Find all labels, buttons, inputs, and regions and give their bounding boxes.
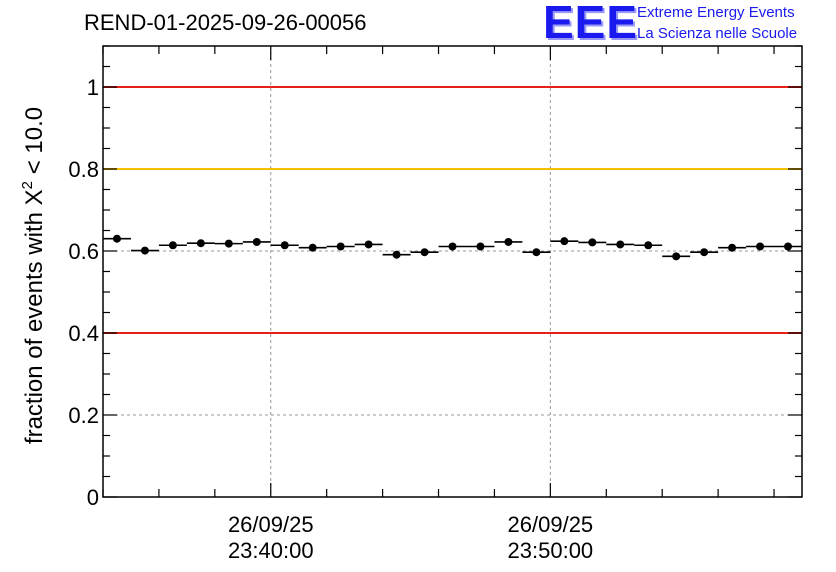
data-point-marker xyxy=(420,248,429,257)
y-axis-label-tail: < 10.0 xyxy=(21,107,48,181)
logo-subtitle-line2: La Scienza nelle Scuole xyxy=(637,25,798,42)
data-point xyxy=(214,239,243,248)
chart-title: REND-01-2025-09-26-00056 xyxy=(84,10,367,35)
data-point-marker xyxy=(588,238,597,247)
plot-frame xyxy=(102,45,803,498)
data-point-marker xyxy=(224,239,233,248)
data-point-marker xyxy=(392,250,401,259)
data-point xyxy=(494,237,523,246)
data-point xyxy=(242,237,271,246)
y-axis-label: fraction of events with X2 < 10.0 xyxy=(19,107,48,444)
data-point-marker xyxy=(280,241,289,250)
data-point xyxy=(410,248,439,257)
data-point-marker xyxy=(476,242,485,251)
data-point xyxy=(662,252,691,261)
data-point-marker xyxy=(644,241,653,250)
data-point xyxy=(606,240,635,249)
data-point-marker xyxy=(336,242,345,251)
data-point-marker xyxy=(504,237,513,246)
y-tick-label: 0 xyxy=(87,485,99,510)
x-tick-label-time: 23:40:00 xyxy=(228,538,314,563)
data-point xyxy=(690,248,719,257)
data-point xyxy=(774,242,802,251)
data-point xyxy=(103,234,131,243)
data-point xyxy=(466,242,495,251)
x-tick-label-date: 26/09/25 xyxy=(508,512,594,537)
data-point-marker xyxy=(364,240,373,249)
data-point xyxy=(550,237,579,246)
data-point-marker xyxy=(532,248,541,257)
data-point-marker xyxy=(168,241,177,250)
data-point-marker xyxy=(196,239,205,248)
data-point xyxy=(354,240,383,249)
data-point-marker xyxy=(448,242,457,251)
data-point xyxy=(326,242,355,251)
data-series xyxy=(103,234,802,261)
logo-subtitle-line1: Extreme Energy Events xyxy=(637,4,795,21)
reference-lines xyxy=(103,86,802,334)
x-tick-label-date: 26/09/25 xyxy=(228,512,314,537)
axis-ticks: 00.20.40.60.8126/09/2523:40:0026/09/2523… xyxy=(68,45,802,563)
data-point-marker xyxy=(728,243,737,252)
y-tick-label: 0.2 xyxy=(68,403,99,428)
eee-logo: EEE Extreme Energy Events La Scienza nel… xyxy=(543,0,833,48)
data-point xyxy=(438,242,467,251)
y-axis-label-text: fraction of events with X2 < 10.0 xyxy=(19,107,48,444)
data-point-marker xyxy=(672,252,681,261)
data-point xyxy=(382,250,411,259)
data-point xyxy=(298,243,327,252)
data-point-marker xyxy=(560,237,569,246)
y-axis-label-sup: 2 xyxy=(19,181,36,189)
grid xyxy=(103,46,802,497)
y-tick-label: 1 xyxy=(87,75,99,100)
data-point xyxy=(186,239,215,248)
data-point xyxy=(270,241,299,250)
data-point-marker xyxy=(616,240,625,249)
data-point xyxy=(634,241,663,250)
data-point-marker xyxy=(756,242,765,251)
data-point-marker xyxy=(308,243,317,252)
y-tick-label: 0.8 xyxy=(68,157,99,182)
x-tick-label-time: 23:50:00 xyxy=(508,538,594,563)
data-point xyxy=(522,248,551,257)
data-point xyxy=(746,242,775,251)
data-point xyxy=(158,241,187,250)
data-point-marker xyxy=(140,246,149,255)
y-tick-label: 0.4 xyxy=(68,321,99,346)
y-tick-label: 0.6 xyxy=(68,239,99,264)
eee-logo-letters: EEE xyxy=(543,0,639,48)
data-point-marker xyxy=(112,234,121,243)
data-point-marker xyxy=(252,237,261,246)
data-point-marker xyxy=(784,242,793,251)
data-point xyxy=(578,238,607,247)
data-point xyxy=(130,246,159,255)
data-point xyxy=(718,243,747,252)
y-axis-label-main: fraction of events with X xyxy=(21,189,48,444)
data-point-marker xyxy=(700,248,709,257)
